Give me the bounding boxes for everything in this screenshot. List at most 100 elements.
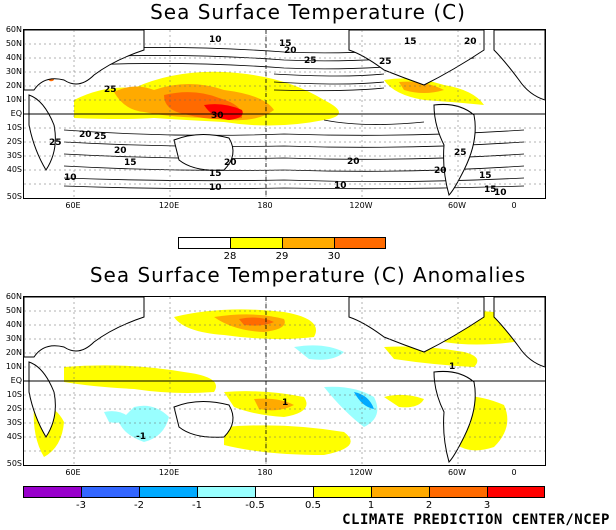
credit-text: CLIMATE PREDICTION CENTER/NCEP — [342, 512, 610, 528]
lat-label: 50N — [5, 39, 22, 48]
contour-label: 15 — [404, 37, 417, 47]
lon-label: 60E — [65, 201, 81, 210]
lon-label: 0 — [511, 468, 517, 477]
sst-anomaly-map-canvas: 1 1 -1 — [24, 297, 545, 465]
contour-label: 30 — [211, 111, 224, 121]
sst-colorbar — [178, 237, 386, 249]
contour-label: 25 — [454, 148, 467, 158]
contour-label: 15 — [124, 158, 137, 168]
contour-label: 15 — [484, 185, 497, 195]
colorbar-swatch — [487, 486, 545, 498]
lat-label: 40S — [6, 432, 22, 441]
colorbar-swatch — [255, 486, 313, 498]
lon-label: 180 — [257, 201, 273, 210]
colorbar-swatch — [81, 486, 139, 498]
sst-map-canvas: 10 15 20 25 25 25 20 15 10 10 15 20 25 3… — [24, 30, 545, 198]
lat-label: 10S — [6, 123, 22, 132]
lat-label: 30N — [5, 334, 22, 343]
colorbar-label: -3 — [76, 500, 86, 511]
contour-label: 25 — [304, 56, 317, 66]
anomaly-contour-labels: 1 1 -1 — [136, 362, 455, 442]
colorbar-label: 1 — [367, 500, 375, 511]
anomaly-grid — [24, 297, 545, 465]
lat-label: 10N — [5, 362, 22, 371]
lon-label: 0 — [511, 201, 517, 210]
colorbar-swatch — [429, 486, 487, 498]
lon-label: 120W — [349, 201, 373, 210]
contour-label: 20 — [464, 37, 477, 47]
colorbar-swatch — [230, 237, 282, 249]
contour-label: 20 — [79, 130, 92, 140]
lon-label: 120E — [158, 468, 180, 477]
lat-label: 30S — [6, 418, 22, 427]
lat-label: 40N — [5, 53, 22, 62]
colorbar-label: -2 — [134, 500, 144, 511]
lat-label: 40N — [5, 320, 22, 329]
anomaly-colorbar — [23, 486, 545, 498]
colorbar-label: -1 — [192, 500, 202, 511]
lat-label: 60N — [5, 25, 22, 34]
colorbar-label: 3 — [483, 500, 491, 511]
colorbar-swatch — [334, 237, 386, 249]
colorbar-label: -0.5 — [245, 500, 265, 511]
sst-anomaly-map-title: Sea Surface Temperature (C) Anomalies — [89, 263, 527, 287]
lon-label: 60W — [447, 468, 467, 477]
lat-label: 20N — [5, 348, 22, 357]
contour-label: 25 — [379, 57, 392, 67]
lat-label: 30N — [5, 67, 22, 76]
lon-label: 60E — [65, 468, 81, 477]
colorbar-label: 28 — [223, 251, 237, 262]
contour-label: 10 — [334, 181, 347, 191]
lat-label: 40S — [6, 165, 22, 174]
contour-label: 1 — [449, 362, 455, 372]
lon-label: 120W — [349, 468, 373, 477]
contour-label: 20 — [114, 146, 127, 156]
lon-label: 180 — [257, 468, 273, 477]
contour-label: -1 — [136, 432, 146, 442]
colorbar-label: 0.5 — [305, 500, 321, 511]
colorbar-label: 29 — [275, 251, 289, 262]
lat-label: 50N — [5, 306, 22, 315]
lat-label: 10N — [5, 95, 22, 104]
lat-label: 50S — [6, 459, 22, 468]
contour-label: 20 — [284, 46, 297, 56]
colorbar-swatch — [282, 237, 334, 249]
sst-grid — [24, 30, 545, 198]
contour-label: 20 — [434, 166, 447, 176]
colorbar-swatch — [178, 237, 230, 249]
colorbar-label: 2 — [425, 500, 433, 511]
lon-label: 120E — [158, 201, 180, 210]
colorbar-swatch — [23, 486, 81, 498]
lat-label: 20S — [6, 137, 22, 146]
contour-label: 25 — [94, 132, 107, 142]
lat-label: 20S — [6, 404, 22, 413]
colorbar-swatch — [371, 486, 429, 498]
anomaly-fills — [33, 309, 517, 457]
contour-label: 15 — [209, 169, 222, 179]
lat-label: EQ — [10, 109, 22, 118]
lat-label: 10S — [6, 390, 22, 399]
lat-label: 20N — [5, 81, 22, 90]
colorbar-swatch — [139, 486, 197, 498]
contour-label: 20 — [347, 157, 360, 167]
contour-label: 1 — [282, 398, 288, 408]
contour-label: 10 — [64, 173, 77, 183]
colorbar-swatch — [313, 486, 371, 498]
contour-label: 20 — [224, 158, 237, 168]
colorbar-swatch — [197, 486, 255, 498]
sst-map-title: Sea Surface Temperature (C) — [150, 0, 466, 24]
lon-label: 60W — [447, 201, 467, 210]
colorbar-label: 30 — [327, 251, 341, 262]
contour-label: 25 — [49, 138, 62, 148]
contour-label: 15 — [279, 39, 292, 49]
contour-label: 10 — [209, 183, 222, 193]
sst-anomaly-map: 1 1 -1 — [23, 296, 546, 466]
contour-label: 10 — [209, 35, 222, 45]
lat-label: 60N — [5, 292, 22, 301]
lat-label: 50S — [6, 192, 22, 201]
lat-label: 30S — [6, 151, 22, 160]
sst-contour-labels: 10 15 20 25 25 25 20 15 10 10 15 20 25 3… — [49, 35, 507, 198]
contour-label: 10 — [494, 188, 507, 198]
sst-map: 10 15 20 25 25 25 20 15 10 10 15 20 25 3… — [23, 29, 546, 199]
lat-label: EQ — [10, 376, 22, 385]
